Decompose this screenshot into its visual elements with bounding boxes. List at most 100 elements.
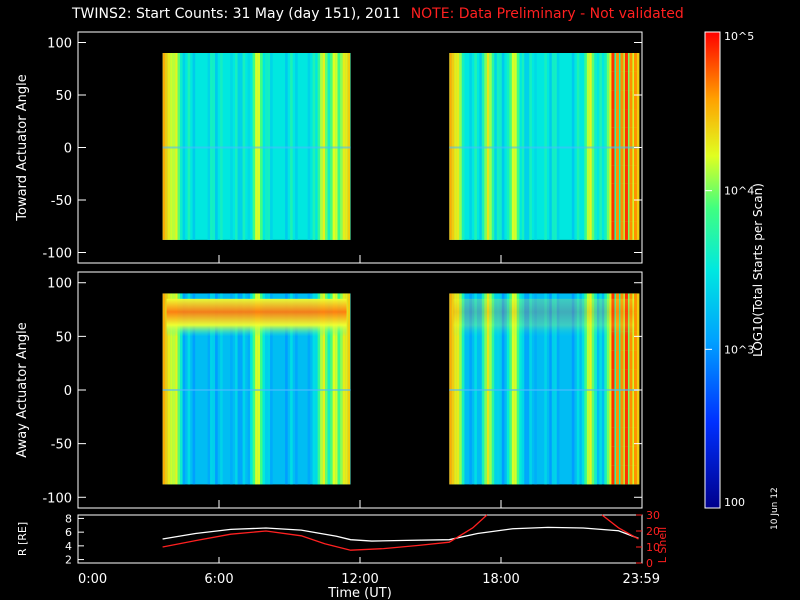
heatmap-column xyxy=(499,293,502,485)
heatmap-noise xyxy=(620,53,624,72)
heatmap-noise xyxy=(611,109,615,128)
heatmap-column xyxy=(237,293,241,485)
heatmap-column xyxy=(335,293,338,485)
heatmap-noise xyxy=(611,127,615,147)
heatmap-column xyxy=(544,293,547,485)
heatmap-noise xyxy=(611,146,615,166)
heatmap-column xyxy=(631,53,635,240)
heatmap-column xyxy=(449,293,452,485)
heatmap-column xyxy=(260,53,263,240)
heatmap-noise xyxy=(633,369,637,389)
heatmap-column xyxy=(544,53,547,240)
heatmap-column xyxy=(509,293,512,485)
heatmap-noise xyxy=(611,331,615,351)
heatmap-column xyxy=(614,293,617,485)
heatmap-column xyxy=(589,293,592,485)
heatmap-column xyxy=(576,293,580,485)
heatmap-noise xyxy=(620,350,624,370)
heatmap-column xyxy=(456,293,460,485)
heatmap-column xyxy=(469,53,472,240)
heatmap-noise xyxy=(615,331,619,351)
heatmap-column xyxy=(320,53,323,240)
heatmap-column xyxy=(252,53,256,240)
heatmap-noise xyxy=(620,71,624,91)
heatmap-noise xyxy=(624,427,628,447)
heatmap-column xyxy=(521,53,525,240)
heatmap-noise xyxy=(624,127,628,147)
heatmap-noise xyxy=(629,221,633,240)
heatmap-noise xyxy=(615,109,619,128)
heatmap-noise xyxy=(633,53,637,72)
heatmap-column xyxy=(551,293,555,485)
heatmap-noise xyxy=(611,183,615,203)
heatmap-column xyxy=(521,293,525,485)
heatmap-noise xyxy=(620,408,624,428)
y-tick-label: 100 xyxy=(47,277,72,292)
preliminary-note: NOTE: Data Preliminary - Not validated xyxy=(410,6,684,22)
heatmap-column xyxy=(192,53,196,240)
heatmap-column xyxy=(340,53,343,240)
heatmap-column xyxy=(255,293,258,485)
heatmap-column xyxy=(180,293,183,485)
heatmap-column xyxy=(167,53,171,240)
heatmap-noise xyxy=(624,221,628,240)
heatmap-noise xyxy=(624,388,628,409)
heatmap-column xyxy=(519,293,522,485)
heatmap-column xyxy=(242,53,246,240)
heatmap-column xyxy=(312,293,316,485)
heatmap-noise xyxy=(615,221,619,240)
heatmap-column xyxy=(240,53,243,240)
heatmap-noise xyxy=(629,350,633,370)
heatmap-column xyxy=(215,293,218,485)
heatmap-column xyxy=(295,293,298,485)
heatmap-column xyxy=(571,293,575,485)
heatmap-column xyxy=(534,53,537,240)
heatmap-noise xyxy=(629,109,633,128)
heatmap-noise xyxy=(611,350,615,370)
y-tick-label: 0 xyxy=(64,384,72,399)
heatmap-noise xyxy=(624,331,628,351)
heatmap-column xyxy=(549,293,552,485)
heatmap-noise xyxy=(633,202,637,222)
heatmap-noise xyxy=(620,202,624,222)
y-tick-label: 50 xyxy=(55,89,72,104)
heatmap-column xyxy=(484,293,487,485)
heatmap-column xyxy=(210,53,213,240)
colorbar-tick-label: 10^4 xyxy=(724,185,754,198)
heatmap-column xyxy=(496,293,500,485)
heatmap-column xyxy=(469,293,472,485)
heatmap-column xyxy=(456,53,460,240)
heatmap-column xyxy=(320,293,323,485)
heatmap-noise xyxy=(611,202,615,222)
y-tick-label: 4 xyxy=(65,540,72,553)
heatmap-noise xyxy=(611,165,615,184)
heatmap-column xyxy=(315,293,318,485)
heatmap-column xyxy=(576,53,580,240)
x-tick-label: 18:00 xyxy=(482,572,519,587)
heatmap-noise xyxy=(615,446,619,466)
y-axis-label: Away Actuator Angle xyxy=(15,322,30,457)
heatmap-column xyxy=(260,293,263,485)
heatmap-column xyxy=(252,293,256,485)
heatmap-column xyxy=(609,53,612,240)
heatmap-noise xyxy=(633,312,637,332)
heatmap-column xyxy=(332,53,336,240)
heatmap-column xyxy=(265,53,268,240)
heatmap-column xyxy=(626,293,630,485)
heatmap-noise xyxy=(633,446,637,466)
heatmap-noise xyxy=(633,109,637,128)
heatmap-column xyxy=(626,53,630,240)
heatmap-column xyxy=(524,293,527,485)
colorbar-tick-label: 10^3 xyxy=(724,343,754,356)
heatmap-column xyxy=(571,53,575,240)
heatmap-noise xyxy=(624,408,628,428)
heatmap-column xyxy=(167,293,171,485)
heatmap-noise xyxy=(629,427,633,447)
heatmap-column xyxy=(345,53,348,240)
heatmap-noise xyxy=(620,109,624,128)
heatmap-noise xyxy=(633,165,637,184)
heatmap-noise xyxy=(633,331,637,351)
heatmap-noise xyxy=(620,388,624,409)
